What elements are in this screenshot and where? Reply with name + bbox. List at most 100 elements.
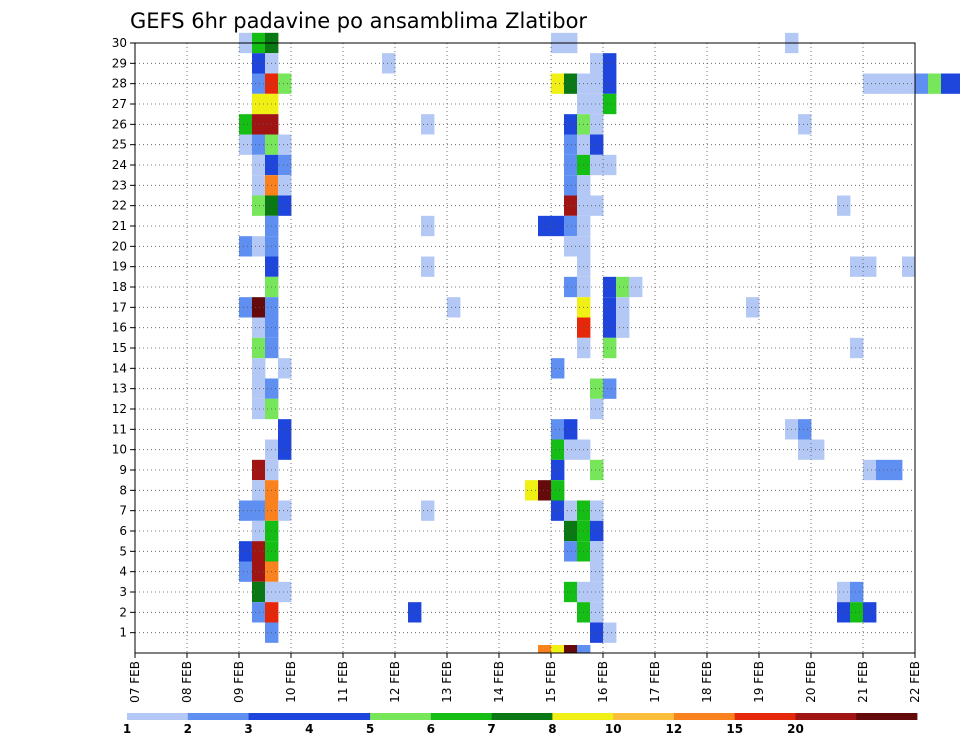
heatmap-cell [603,378,617,399]
heatmap-cell [564,175,578,196]
heatmap-cell [252,581,266,603]
y-tick-label: 28 [112,77,127,91]
heatmap-cell [798,114,812,135]
heatmap-cell [863,256,877,277]
colorbar-label: 8 [548,722,556,736]
heatmap-cell [603,317,617,338]
x-tick-label: 15 FEB [544,661,558,703]
heatmap-cell [902,73,916,94]
heatmap-cell [278,500,292,521]
x-tick-label: 08 FEB [180,661,194,703]
heatmap-cell [252,602,266,623]
heatmap-cell [590,520,604,542]
heatmap-cell [564,134,578,155]
x-tick-label: 11 FEB [336,661,350,703]
heatmap-cell [590,114,604,135]
heatmap-cell [551,459,565,481]
y-tick-label: 11 [112,422,127,436]
colorbar-legend: 1 2 3 4 5 6 7 8 10 12 15 20 [123,713,918,736]
colorbar-swatch [187,713,249,720]
y-tick-label: 9 [119,463,127,477]
heatmap-cell [746,297,760,318]
heatmap-cell [447,297,461,318]
heatmap-cell [564,645,578,653]
heatmap-cell [252,398,266,420]
heatmap-cell [863,459,877,481]
colorbar-swatch [248,713,310,720]
heatmap-cell [564,439,578,460]
heatmap-cell [252,520,266,542]
chart-title: GEFS 6hr padavine po ansamblima Zlatibor [130,9,587,33]
colorbar-swatch [613,713,675,720]
heatmap-cell [902,256,916,277]
x-tick-label: 09 FEB [232,661,246,703]
y-tick-label: 16 [112,321,127,335]
y-tick-label: 3 [119,585,127,599]
heatmap-cell [278,154,292,176]
colorbar-label: 10 [605,722,622,736]
heatmap-cell [590,195,604,216]
heatmap-cell [603,93,617,115]
heatmap-cell [590,53,604,74]
heatmap-cell [278,581,292,603]
heatmap-cell [252,480,266,501]
y-tick-label: 10 [112,443,127,457]
y-tick-label: 7 [119,504,127,518]
y-tick-label: 24 [112,158,127,172]
heatmap-cell [252,134,266,155]
colorbar-swatch [127,713,189,720]
heatmap-cell [252,73,266,94]
heatmap-cell [239,561,253,582]
heatmap-cell [564,215,578,237]
heatmap-cell [278,439,292,460]
heatmap-cell [538,645,552,653]
heatmap-cell [590,73,604,94]
heatmap-cell [811,439,825,460]
heatmap-cell [603,337,617,359]
heatmap-cell [252,195,266,216]
y-tick-label: 20 [112,239,127,253]
heatmap-cell [590,93,604,115]
colorbar-swatch [673,713,736,720]
y-tick-label: 8 [119,483,127,497]
heatmap-cell [863,602,877,623]
heatmap-cell [239,134,253,155]
y-tick-label: 29 [112,56,127,70]
heatmap-cell [538,215,552,237]
heatmap-cell [941,73,955,94]
y-tick-label: 23 [112,178,127,192]
x-tick-label: 20 FEB [804,661,818,703]
heatmap-cell [590,581,604,603]
x-tick-label: 14 FEB [492,661,506,703]
heatmap-cell [590,134,604,155]
colorbar-label: 12 [666,722,683,736]
heatmap-cell [564,195,578,216]
y-axis: 1234567891011121314151617181920212223242… [112,36,135,640]
heatmap-cell [590,541,604,562]
heatmap-cell [551,419,565,440]
colorbar-label: 7 [487,722,495,736]
heatmap-cell [564,520,578,542]
heatmap-cell [252,500,266,521]
heatmap-cell [603,53,617,74]
colorbar-swatch [430,713,493,720]
x-tick-label: 18 FEB [700,661,714,703]
heatmap-cell [551,480,565,501]
y-tick-label: 19 [112,260,127,274]
heatmap-cell [616,297,630,318]
heatmap-cell [278,195,292,216]
heatmap-cell [564,581,578,603]
x-tick-label: 21 FEB [856,661,870,703]
heatmap-cell [551,439,565,460]
heatmap-cell [564,154,578,176]
colorbar-swatch [734,713,796,720]
heatmap-cell [551,215,565,237]
heatmap-cell [239,114,253,135]
heatmap-cell [278,73,292,94]
heatmap-cell [278,419,292,440]
heatmap-cell [863,73,877,94]
heatmap-cell [915,73,929,94]
x-tick-label: 17 FEB [648,661,662,703]
heatmap-cell [564,73,578,94]
